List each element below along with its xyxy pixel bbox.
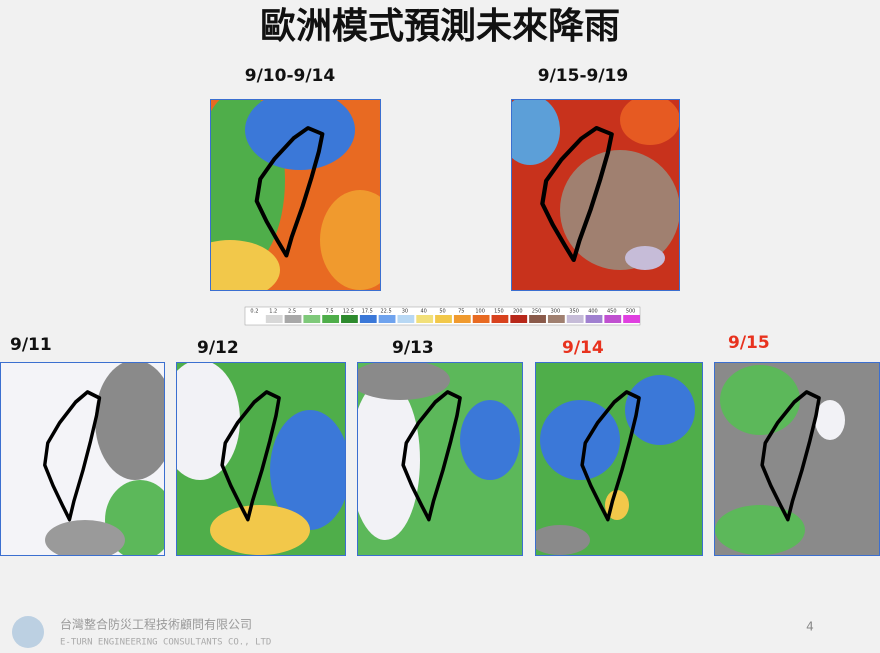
colorbar-swatch — [623, 315, 640, 323]
colorbar-label: 500 — [626, 309, 636, 315]
colorbar-swatch — [510, 315, 528, 323]
colorbar-label: 100 — [475, 309, 485, 315]
panel-label: 9/11 — [10, 335, 52, 355]
page-number: 4 — [806, 620, 814, 634]
map — [511, 99, 680, 291]
colorbar-label: 1.2 — [269, 309, 277, 315]
colorbar-swatch — [341, 315, 358, 323]
colorbar-label: 12.5 — [343, 309, 354, 315]
colorbar-label: 300 — [551, 309, 561, 315]
colorbar-label: 450 — [607, 309, 617, 315]
colorbar-label: 17.5 — [362, 309, 373, 315]
map — [176, 362, 346, 556]
colorbar-swatch — [397, 315, 415, 323]
panel-label: 9/12 — [197, 338, 239, 358]
panel-label: 9/13 — [392, 338, 434, 358]
colorbar-swatch — [303, 315, 321, 323]
map — [714, 362, 880, 556]
colorbar-swatch — [284, 315, 302, 323]
colorbar-swatch — [547, 315, 565, 323]
panel-label: 9/15-9/19 — [538, 66, 628, 86]
colorbar-label: 350 — [569, 309, 579, 315]
colorbar-swatch — [435, 315, 452, 323]
colorbar-label: 22.5 — [381, 309, 392, 315]
colorbar-swatch — [322, 315, 340, 323]
title: 歐洲模式預測未來降雨 — [260, 6, 620, 47]
colorbar-label: 0.2 — [250, 309, 258, 315]
panel-label: 9/14 — [562, 338, 604, 358]
colorbar-swatch — [604, 315, 622, 323]
colorbar-label: 150 — [494, 309, 504, 315]
colorbar-label: 5 — [309, 309, 312, 315]
colorbar-swatch — [453, 315, 471, 323]
colorbar-label: 30 — [402, 309, 408, 315]
colorbar-swatch — [566, 315, 584, 323]
company-name-en: E-TURN ENGINEERING CONSULTANTS CO., LTD — [60, 638, 271, 648]
colorbar-label: 75 — [458, 309, 464, 315]
colorbar-swatch — [416, 315, 434, 323]
map — [0, 362, 165, 556]
colorbar-label: 50 — [439, 309, 445, 315]
colorbar-label: 7.5 — [326, 309, 334, 315]
colorbar-swatch — [491, 315, 509, 323]
colorbar-swatch — [585, 315, 603, 323]
map — [210, 99, 381, 291]
colorbar-label: 400 — [588, 309, 598, 315]
colorbar-label: 40 — [421, 309, 427, 315]
colorbar-label: 200 — [513, 309, 523, 315]
colorbar-swatch — [247, 315, 264, 323]
colorbar-label: 2.5 — [288, 309, 296, 315]
logo — [12, 616, 44, 648]
colorbar-swatch — [265, 315, 283, 323]
colorbar-swatch — [529, 315, 546, 323]
map — [357, 362, 523, 556]
colorbar-swatch — [359, 315, 377, 323]
colorbar-swatch — [378, 315, 396, 323]
colorbar-swatch — [472, 315, 490, 323]
map — [535, 362, 703, 556]
company-name: 台灣整合防災工程技術顧問有限公司 — [60, 617, 252, 632]
panel-label: 9/15 — [728, 333, 770, 353]
colorbar: 0.2 1.2 2.5 5 7.5 12.5 17.5 22.5 30 40 50 75 100 150 2… — [244, 306, 641, 326]
panel-label: 9/10-9/14 — [245, 66, 336, 86]
colorbar-label: 250 — [532, 309, 542, 315]
